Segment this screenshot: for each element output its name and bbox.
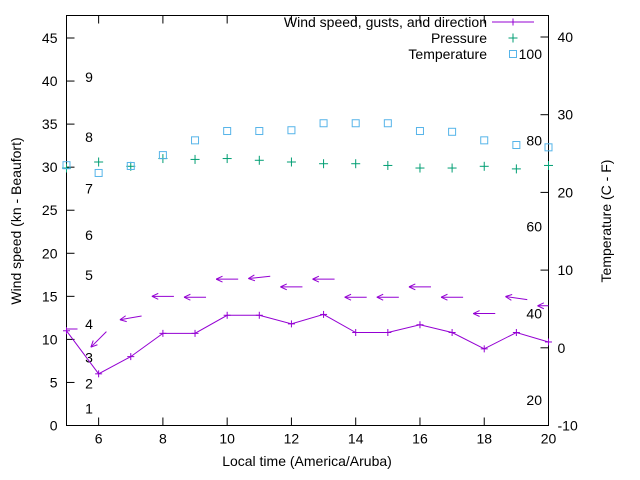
wind-tick-label: 10: [42, 331, 58, 347]
beaufort-label: 3: [85, 349, 93, 365]
beaufort-labels: 1 2 3 4 5 6 7 8 9: [85, 69, 93, 417]
beaufort-label: 8: [85, 129, 93, 145]
wind-tick-label: 35: [42, 116, 58, 132]
fahrenheit-label: 40: [526, 306, 542, 322]
x-tick-label: 10: [219, 431, 235, 447]
x-tick-label: 12: [284, 431, 300, 447]
beaufort-label: 2: [85, 375, 93, 391]
wind-tick-label: 25: [42, 202, 58, 218]
left-axis-title: Wind speed (kn - Beaufort): [8, 137, 24, 305]
wind-tick-label: 20: [42, 245, 58, 261]
wind-tick-label: 45: [42, 30, 58, 46]
fahrenheit-label: 80: [526, 132, 542, 148]
fahrenheit-label: 20: [526, 392, 542, 408]
fahrenheit-label: 60: [526, 219, 542, 235]
wind-tick-label: 40: [42, 73, 58, 89]
beaufort-label: 6: [85, 227, 93, 243]
plot-border: [66, 15, 549, 426]
wind-tick-label: 30: [42, 159, 58, 175]
temp-tick-label: 20: [558, 184, 574, 200]
legend-label: Wind speed, gusts, and direction: [284, 14, 487, 30]
pressure-series: [62, 154, 553, 174]
wind-tick-label: 0: [50, 418, 58, 434]
temp-tick-label: 0: [558, 340, 566, 356]
right-axis-title: Temperature (C - F): [598, 159, 614, 283]
gusts-series: [66, 274, 549, 348]
beaufort-label: 9: [85, 69, 93, 85]
temperature-series: [62, 119, 553, 177]
x-tick-label: 14: [348, 431, 364, 447]
x-tick-label: 20: [541, 431, 557, 447]
wind-tick-label: 5: [50, 374, 58, 390]
beaufort-label: 5: [85, 267, 93, 283]
x-tick-label: 8: [159, 431, 167, 447]
wind-axis-ticks: 0 5 10 15 20 25 30 35 40 45: [42, 30, 75, 434]
beaufort-label: 7: [85, 181, 93, 197]
temp-tick-label: 30: [558, 107, 574, 123]
wind-tick-label: 15: [42, 288, 58, 304]
temp-tick-label: 10: [558, 262, 574, 278]
x-tick-label: 18: [476, 431, 492, 447]
temp-axis-ticks: -10 0 10 20 30 40: [540, 29, 578, 434]
temp-tick-label: 40: [558, 29, 574, 45]
beaufort-label: 4: [85, 316, 93, 332]
fahrenheit-labels: 100 80 60 40 20: [519, 46, 543, 408]
x-tick-label: 6: [95, 431, 103, 447]
legend: Wind speed, gusts, and directionPressure…: [284, 14, 534, 62]
fahrenheit-label: 100: [519, 46, 543, 62]
x-tick-label: 16: [412, 431, 428, 447]
x-axis-ticks: 6 8 10 12 14 16 18 20: [95, 15, 557, 447]
legend-label: Pressure: [431, 30, 487, 46]
legend-label: Temperature: [408, 46, 487, 62]
wind-series: [63, 310, 552, 378]
beaufort-label: 1: [85, 400, 93, 416]
temp-tick-label: -10: [558, 418, 578, 434]
x-axis-title: Local time (America/Aruba): [222, 453, 392, 469]
